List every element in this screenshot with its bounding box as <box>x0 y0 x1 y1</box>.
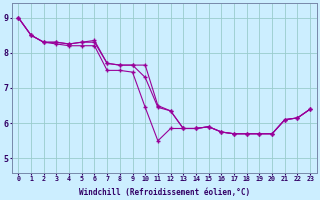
X-axis label: Windchill (Refroidissement éolien,°C): Windchill (Refroidissement éolien,°C) <box>79 188 250 197</box>
